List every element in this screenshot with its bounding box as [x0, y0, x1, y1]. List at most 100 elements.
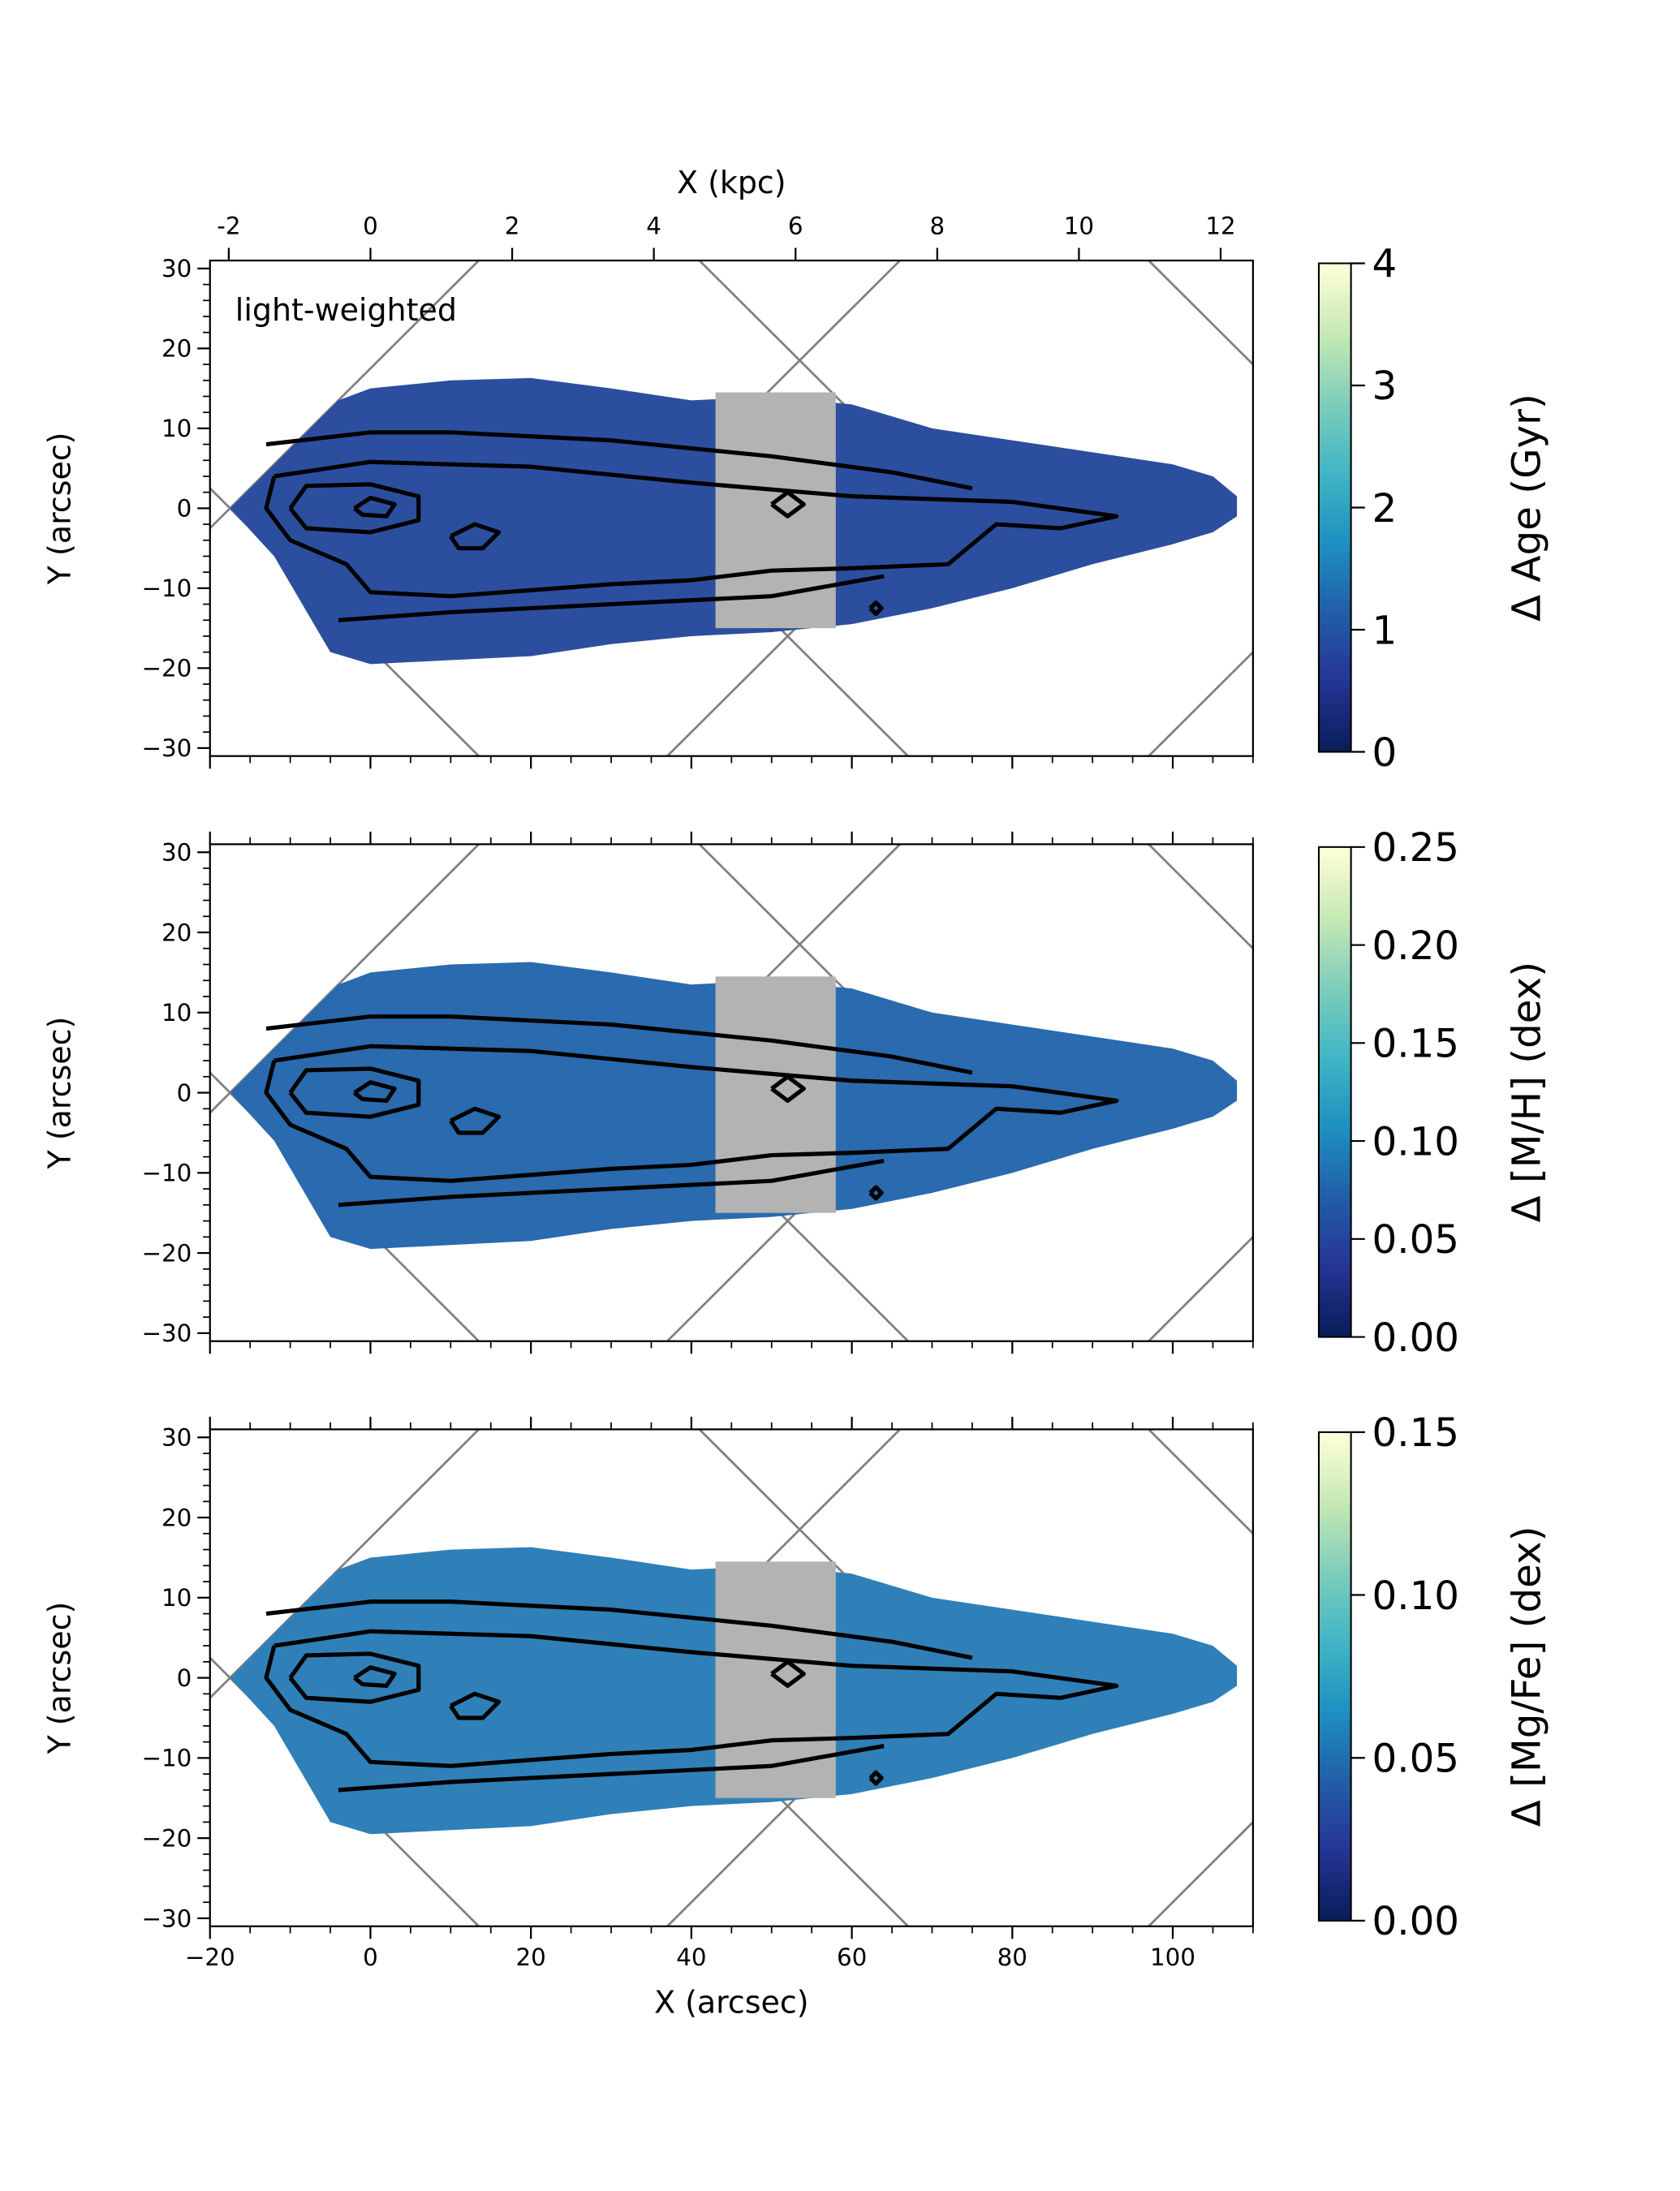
colorbar-tick-label: 3	[1372, 364, 1397, 409]
contour	[288, 1066, 421, 1119]
y-tick-label: 0	[177, 1079, 192, 1107]
pointing-edge	[1148, 650, 1253, 756]
contour	[868, 600, 884, 616]
x2-tick-label: 8	[929, 212, 945, 239]
contour	[265, 1599, 973, 1660]
contour	[288, 482, 421, 535]
y-tick-label: −20	[141, 1824, 192, 1852]
colorbar-tick-label: 2	[1372, 486, 1397, 532]
contour	[353, 1080, 397, 1104]
contour	[770, 1659, 806, 1689]
colorbar	[1317, 1431, 1352, 1922]
colorbar-label: Δ [M/H] (dex)	[1505, 962, 1550, 1222]
y-tick-label: −20	[141, 655, 192, 682]
contour	[770, 1074, 806, 1104]
y-tick-label: −10	[141, 1160, 192, 1187]
colorbar-tick-label: 0.25	[1372, 825, 1459, 871]
x-tick-label: 20	[516, 1943, 546, 1971]
x-tick-label: 80	[997, 1943, 1027, 1971]
y-tick-label: 10	[162, 415, 192, 442]
colorbar-tick-label: 0.00	[1372, 1315, 1459, 1361]
colorbar-tick-label: 0.15	[1372, 1410, 1459, 1456]
contour	[449, 1106, 502, 1135]
y-tick-label: 10	[162, 1584, 192, 1612]
y-tick-label: −10	[141, 575, 192, 602]
pointing-edge	[1148, 844, 1253, 950]
y-tick-label: 20	[162, 335, 192, 363]
x-tick-label: 100	[1150, 1943, 1195, 1971]
contour	[338, 1158, 885, 1207]
colorbar-tick-label: 1	[1372, 608, 1397, 653]
contour	[264, 459, 1119, 599]
y-tick-label: 20	[162, 1504, 192, 1531]
panel: −30 −20 −10 0 10 20 30 −20 0 20 40 60 80 100 X (arcsec…	[41, 1410, 1550, 2021]
y-tick-label: 20	[162, 919, 192, 946]
contour	[264, 1629, 1119, 1768]
x2-tick-label: 10	[1064, 212, 1094, 239]
y-tick-label: 30	[162, 839, 192, 867]
colorbar-tick-label: 0.10	[1372, 1573, 1459, 1619]
x2-tick-label: 2	[505, 212, 520, 239]
contour	[265, 430, 973, 491]
panel: −30 −20 −10 0 10 20 30 Y (arcsec) 0.00 0.05 0.10 0.…	[41, 825, 1550, 1361]
x2-tick-label: 6	[788, 212, 803, 239]
colorbar-tick-label: 4	[1372, 242, 1397, 287]
contour	[338, 574, 885, 622]
y-tick-label: −30	[141, 1319, 192, 1347]
pointing-edge	[1148, 1820, 1253, 1926]
colorbar-tick-label: 0.05	[1372, 1217, 1459, 1263]
plot-area	[209, 260, 1253, 756]
y-axis-label: Y (arcsec)	[41, 1602, 77, 1755]
y-tick-label: 10	[162, 999, 192, 1027]
contour	[868, 1770, 884, 1786]
colorbar	[1317, 846, 1352, 1338]
x2-tick-label: 4	[646, 212, 661, 239]
y-tick-label: 30	[162, 1424, 192, 1452]
colorbar-tick-label: 0.15	[1372, 1022, 1459, 1067]
y-axis-label: Y (arcsec)	[41, 433, 77, 586]
contour	[338, 1744, 885, 1793]
contour	[353, 495, 397, 519]
contour	[265, 1014, 973, 1075]
masked-region	[715, 392, 836, 629]
x2-axis-label: X (kpc)	[677, 165, 786, 200]
contour	[868, 1185, 884, 1201]
y-tick-label: 0	[177, 495, 192, 523]
y-tick-label: −10	[141, 1745, 192, 1772]
masked-region	[715, 976, 836, 1213]
contour	[449, 522, 502, 551]
y-tick-label: −30	[141, 734, 192, 762]
x2-tick-label: 0	[363, 212, 378, 239]
x-tick-label: 40	[676, 1943, 706, 1971]
contour	[770, 490, 806, 519]
x-axis-label: X (arcsec)	[654, 1985, 808, 2021]
pointing-edge	[1148, 1235, 1253, 1341]
masked-region	[715, 1561, 836, 1798]
colorbar	[1317, 262, 1352, 753]
colorbar-label: Δ [Mg/Fe] (dex)	[1505, 1526, 1550, 1827]
colorbar-tick-label: 0	[1372, 730, 1397, 776]
pointing-edge	[1148, 1429, 1253, 1535]
y-tick-label: −30	[141, 1905, 192, 1932]
x-tick-label: 60	[837, 1943, 867, 1971]
contour	[264, 1044, 1119, 1183]
x2-tick-label: 12	[1205, 212, 1235, 239]
x2-tick-label: -2	[217, 212, 240, 239]
plot-area	[209, 844, 1253, 1341]
pointing-edge	[1148, 260, 1253, 367]
annotation: light-weighted	[235, 292, 457, 328]
contour	[353, 1665, 397, 1689]
x-tick-label: −20	[185, 1943, 235, 1971]
colorbar-tick-label: 0.00	[1372, 1899, 1459, 1944]
colorbar-tick-label: 0.20	[1372, 923, 1459, 969]
contour	[449, 1691, 502, 1720]
y-tick-label: 30	[162, 255, 192, 282]
y-tick-label: 0	[177, 1664, 192, 1692]
contour	[288, 1651, 421, 1704]
colorbar-tick-label: 0.10	[1372, 1119, 1459, 1164]
y-tick-label: −20	[141, 1239, 192, 1267]
y-axis-label: Y (arcsec)	[41, 1017, 77, 1170]
